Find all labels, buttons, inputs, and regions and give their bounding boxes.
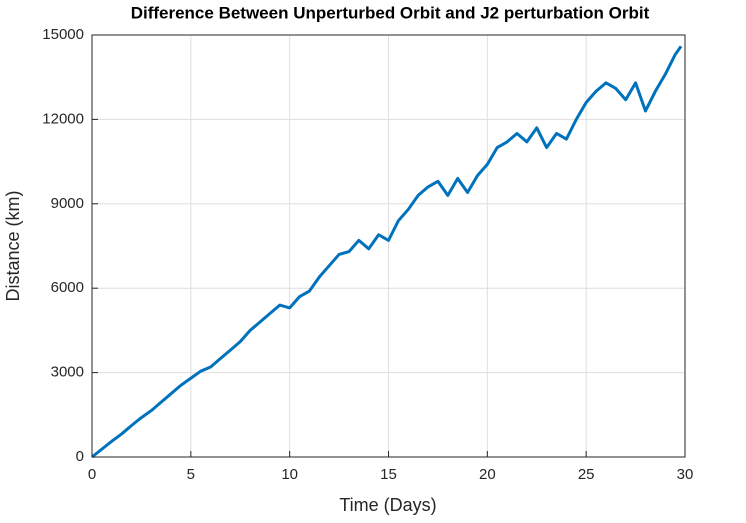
x-tick-label: 25: [578, 466, 595, 483]
y-tick-label: 12000: [42, 110, 84, 127]
y-tick-label: 6000: [51, 279, 84, 296]
chart-title: Difference Between Unperturbed Orbit and…: [131, 3, 650, 22]
y-axis-label: Distance (km): [3, 190, 23, 301]
y-tick-label: 15000: [42, 26, 84, 43]
x-tick-label: 0: [88, 466, 96, 483]
y-tick-label: 0: [76, 448, 84, 465]
x-tick-label: 10: [281, 466, 298, 483]
x-tick-label: 20: [479, 466, 496, 483]
plot-area: [91, 45, 683, 459]
x-tick-label: 5: [187, 466, 195, 483]
x-tick-label: 15: [380, 466, 397, 483]
y-tick-label: 3000: [51, 364, 84, 381]
x-axis-label: Time (Days): [339, 495, 436, 515]
x-tick-label: 30: [677, 466, 694, 483]
data-line: [91, 45, 683, 459]
y-tick-label: 9000: [51, 195, 84, 212]
